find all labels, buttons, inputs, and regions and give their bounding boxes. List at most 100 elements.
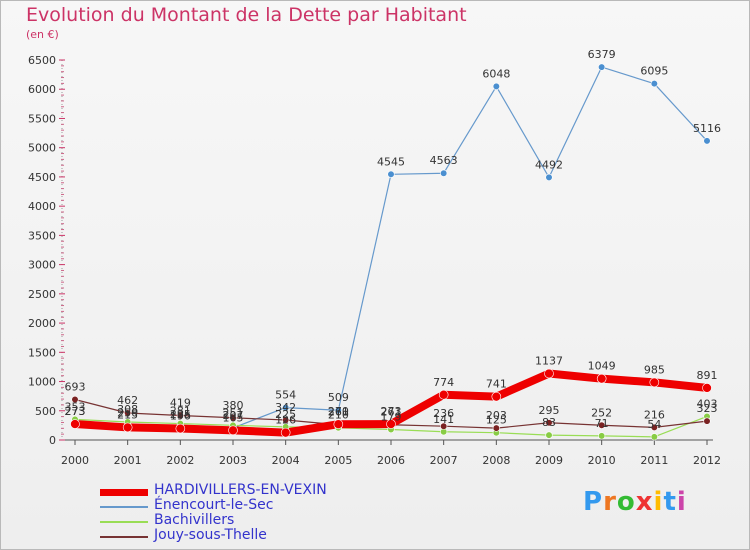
logo-letter: r	[603, 487, 617, 517]
data-label-0: 891	[697, 369, 718, 382]
data-point-1	[334, 406, 342, 414]
data-point-1	[650, 80, 658, 88]
legend-swatch-bachivillers	[100, 521, 148, 523]
data-label-0: 1137	[535, 355, 563, 368]
y-tick-label: 6500	[28, 54, 56, 67]
data-label-1: 250	[117, 406, 138, 419]
data-point-1	[545, 173, 553, 181]
data-point-0	[702, 383, 712, 393]
legend-item-bachivillers: Bachivillers	[100, 512, 360, 530]
x-tick-label: 2008	[482, 454, 510, 467]
x-tick-label: 2002	[166, 454, 194, 467]
data-point-0	[175, 423, 186, 434]
data-label-3: 236	[433, 407, 454, 420]
legend-label-enencourt: Énencourt-le-Sec	[154, 497, 274, 513]
data-point-1	[440, 169, 448, 177]
y-tick-label: 4500	[28, 171, 56, 184]
x-tick-label: 2000	[61, 454, 89, 467]
y-tick-label: 0	[49, 434, 56, 447]
legend-item-jouy: Jouy-sous-Thelle	[100, 527, 360, 545]
data-point-0	[649, 377, 660, 388]
data-point-0	[491, 391, 502, 402]
data-point-2	[650, 433, 658, 441]
data-label-0: 270	[328, 405, 349, 418]
data-point-3	[545, 419, 553, 427]
legend-label-hardivillers: HARDIVILLERS-EN-VEXIN	[154, 482, 327, 498]
x-tick-label: 2011	[640, 454, 668, 467]
legend-swatch-hardivillers	[100, 489, 148, 496]
y-tick-label: 5000	[28, 142, 56, 155]
y-tick-label: 1500	[28, 346, 56, 359]
data-label-1: 4492	[535, 158, 563, 171]
y-tick-label: 2000	[28, 317, 56, 330]
data-point-3	[703, 417, 711, 425]
x-tick-label: 2007	[430, 454, 458, 467]
data-label-3: 216	[644, 408, 665, 421]
data-label-0: 126	[275, 414, 296, 427]
data-label-3: 419	[170, 397, 191, 410]
data-point-0	[280, 427, 291, 438]
data-label-0: 774	[433, 376, 454, 389]
data-label-0: 741	[486, 378, 507, 391]
data-label-3: 693	[65, 380, 86, 393]
data-label-1: 225	[170, 408, 191, 421]
data-point-3	[124, 409, 132, 417]
data-point-1	[282, 404, 290, 412]
data-label-0: 273	[65, 405, 86, 418]
data-point-0	[70, 419, 80, 429]
data-point-3	[176, 411, 184, 420]
logo-letter: o	[616, 487, 636, 517]
y-tick-label: 4000	[28, 200, 56, 213]
data-point-3	[650, 423, 658, 431]
logo-letter: x	[635, 487, 654, 517]
data-point-3	[440, 422, 448, 430]
y-tick-label: 2500	[28, 288, 56, 301]
data-label-1: 273	[65, 405, 86, 418]
y-tick-label: 500	[35, 405, 56, 418]
y-tick-label: 5500	[28, 112, 56, 125]
data-point-0	[122, 422, 133, 433]
x-tick-label: 2005	[324, 454, 352, 467]
data-point-1	[598, 63, 606, 71]
y-tick-label: 3000	[28, 259, 56, 272]
data-label-2: 251	[223, 406, 244, 419]
data-label-2: 125	[486, 414, 507, 427]
legend: HARDIVILLERS-EN-VEXIN Énencourt-le-Sec B…	[100, 482, 360, 545]
logo-letter: i	[676, 487, 687, 517]
data-label-2: 225	[275, 408, 296, 421]
legend-swatch-enencourt	[100, 506, 148, 508]
data-label-3: 252	[591, 406, 612, 419]
data-label-1: 207	[223, 409, 244, 422]
data-label-0: 196	[170, 410, 191, 423]
data-label-0: 273	[381, 405, 402, 418]
x-tick-label: 2003	[219, 454, 247, 467]
data-label-2: 210	[328, 409, 349, 422]
data-label-2: 54	[647, 418, 661, 431]
logo-letter: t	[663, 487, 677, 517]
data-point-2	[598, 432, 606, 440]
data-label-2: 71	[595, 417, 609, 430]
data-label-3: 261	[328, 406, 349, 419]
x-tick-label: 2001	[114, 454, 142, 467]
data-label-2: 83	[542, 416, 556, 429]
data-point-0	[438, 389, 449, 400]
data-label-3: 342	[275, 401, 296, 414]
data-label-1: 509	[328, 391, 349, 404]
data-label-1: 4545	[377, 155, 405, 168]
data-label-2: 179	[381, 411, 402, 424]
data-label-1: 554	[275, 389, 296, 402]
data-label-3: 203	[486, 409, 507, 422]
legend-item-enencourt: Énencourt-le-Sec	[100, 497, 360, 515]
data-label-1: 6379	[588, 48, 616, 61]
legend-label-jouy: Jouy-sous-Thelle	[154, 527, 267, 543]
data-label-0: 985	[644, 363, 665, 376]
data-point-3	[598, 421, 606, 429]
data-point-0	[333, 419, 344, 430]
data-label-0: 165	[223, 411, 244, 424]
data-label-2: 353	[65, 400, 86, 413]
data-label-2: 308	[117, 403, 138, 416]
data-label-2: 141	[433, 413, 454, 426]
data-point-3	[71, 395, 79, 404]
x-tick-label: 2009	[535, 454, 563, 467]
data-label-1: 6095	[640, 65, 668, 78]
